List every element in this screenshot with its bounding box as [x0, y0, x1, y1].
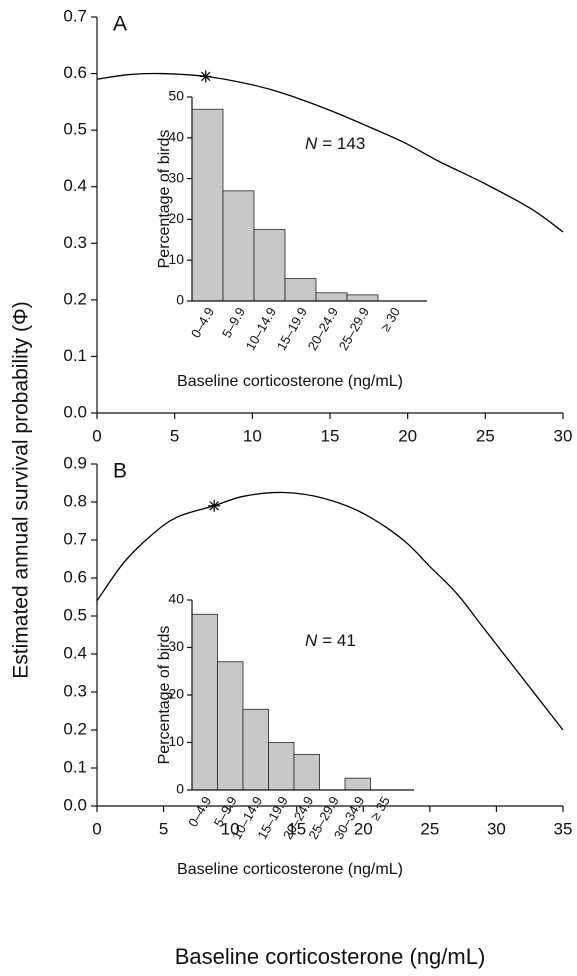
x-tick-label: 30 — [487, 819, 506, 838]
survival-curve — [96, 72, 564, 233]
x-tick-label: 15 — [321, 426, 340, 445]
histogram-bar — [315, 292, 348, 302]
x-tick-label: 5 — [159, 819, 168, 838]
y-tick-label: 0.5 — [63, 605, 87, 624]
inset-y-label: Percentage of birds — [156, 626, 173, 765]
inset-x-label: Baseline corticosterone (ng/mL) — [177, 373, 403, 390]
inset-x-tick-label: ≥ 30 — [377, 305, 403, 334]
x-tick-label: 25 — [476, 426, 495, 445]
panel-label: A — [113, 13, 127, 36]
asterisk-stroke — [209, 501, 219, 511]
inset-y-tick-label: 50 — [168, 88, 184, 104]
y-tick-label: 0.4 — [63, 643, 87, 662]
histogram-bar — [344, 777, 371, 791]
inset-y-tick-label: 20 — [168, 210, 184, 226]
histogram-bar — [253, 229, 286, 302]
x-tick-label: 30 — [554, 426, 573, 445]
histogram-bar — [293, 753, 320, 791]
inset-y-tick-label: 20 — [168, 686, 184, 702]
inset-y-tick-label: 0 — [176, 292, 184, 308]
inset-y-tick-label: 30 — [168, 638, 184, 654]
y-tick-label: 0.8 — [63, 491, 87, 510]
x-tick-label: 10 — [221, 819, 240, 838]
y-tick-label: 0.0 — [63, 795, 87, 814]
x-tick-label: 10 — [243, 426, 262, 445]
y-tick-label: 0.6 — [63, 567, 87, 586]
survival-curve — [96, 491, 564, 731]
x-tick-label: 0 — [92, 819, 101, 838]
histogram-bar — [242, 708, 269, 791]
asterisk-stroke — [201, 71, 211, 82]
annotation-variable: N — [305, 631, 318, 650]
inset-x-tick-label: 25–29.9 — [336, 305, 372, 353]
inset-y-tick-label: 0 — [176, 781, 184, 797]
histogram-bar — [222, 190, 255, 302]
inset-x-label: Baseline corticosterone (ng/mL) — [177, 861, 403, 878]
y-tick-label: 0.7 — [63, 6, 87, 25]
inset-y-tick-label: 10 — [168, 733, 184, 749]
histogram-bar — [191, 613, 218, 791]
histogram-bar — [217, 661, 244, 791]
y-tick-label: 0.2 — [63, 719, 87, 738]
y-tick-label: 0.9 — [63, 453, 87, 472]
y-tick-label: 0.6 — [63, 63, 87, 82]
x-tick-label: 15 — [287, 819, 306, 838]
y-tick-label: 0.4 — [63, 176, 87, 195]
inset-x-tick-label: 0–4.9 — [188, 305, 217, 341]
y-tick-label: 0.7 — [63, 529, 87, 548]
annotation-text: = 143 — [322, 134, 365, 153]
y-tick-label: 0.1 — [63, 346, 87, 365]
histogram-bar — [191, 108, 224, 302]
y-tick-label: 0.2 — [63, 289, 87, 308]
inset-x-tick-label: 0–4.9 — [185, 794, 214, 830]
inset-y-tick-label: 10 — [168, 251, 184, 267]
annotation-text: = 41 — [322, 631, 356, 650]
x-tick-label: 35 — [554, 819, 573, 838]
x-tick-label: 20 — [398, 426, 417, 445]
histogram-bar — [284, 278, 317, 302]
inset-y-tick-label: 40 — [168, 591, 184, 607]
x-tick-label: 0 — [92, 426, 101, 445]
histogram-bar — [346, 294, 379, 302]
x-tick-label: 25 — [420, 819, 439, 838]
inset-x-tick-label: ≥ 35 — [367, 794, 393, 823]
annotation: N = 143 — [305, 134, 365, 153]
x-tick-label: 5 — [170, 426, 179, 445]
inset-x-tick-label: 5–9.9 — [219, 305, 248, 341]
y-tick-label: 0.3 — [63, 681, 87, 700]
asterisk-marker — [199, 70, 212, 83]
y-tick-label: 0.0 — [63, 402, 87, 421]
annotation: N = 41 — [305, 631, 356, 650]
y-axis-label: Estimated annual survival probability (Φ… — [10, 301, 33, 678]
x-tick-label: 20 — [354, 819, 373, 838]
y-tick-label: 0.3 — [63, 233, 87, 252]
asterisk-marker — [208, 499, 221, 512]
x-axis-label: Baseline corticosterone (ng/mL) — [175, 944, 486, 969]
inset-y-label: Percentage of birds — [156, 130, 173, 269]
y-tick-label: 0.5 — [63, 120, 87, 139]
annotation-variable: N — [305, 134, 318, 153]
inset-y-tick-label: 40 — [168, 129, 184, 145]
inset-y-tick-label: 30 — [168, 169, 184, 185]
histogram-bar — [268, 742, 295, 791]
panel-label: B — [113, 460, 127, 483]
y-tick-label: 0.1 — [63, 757, 87, 776]
